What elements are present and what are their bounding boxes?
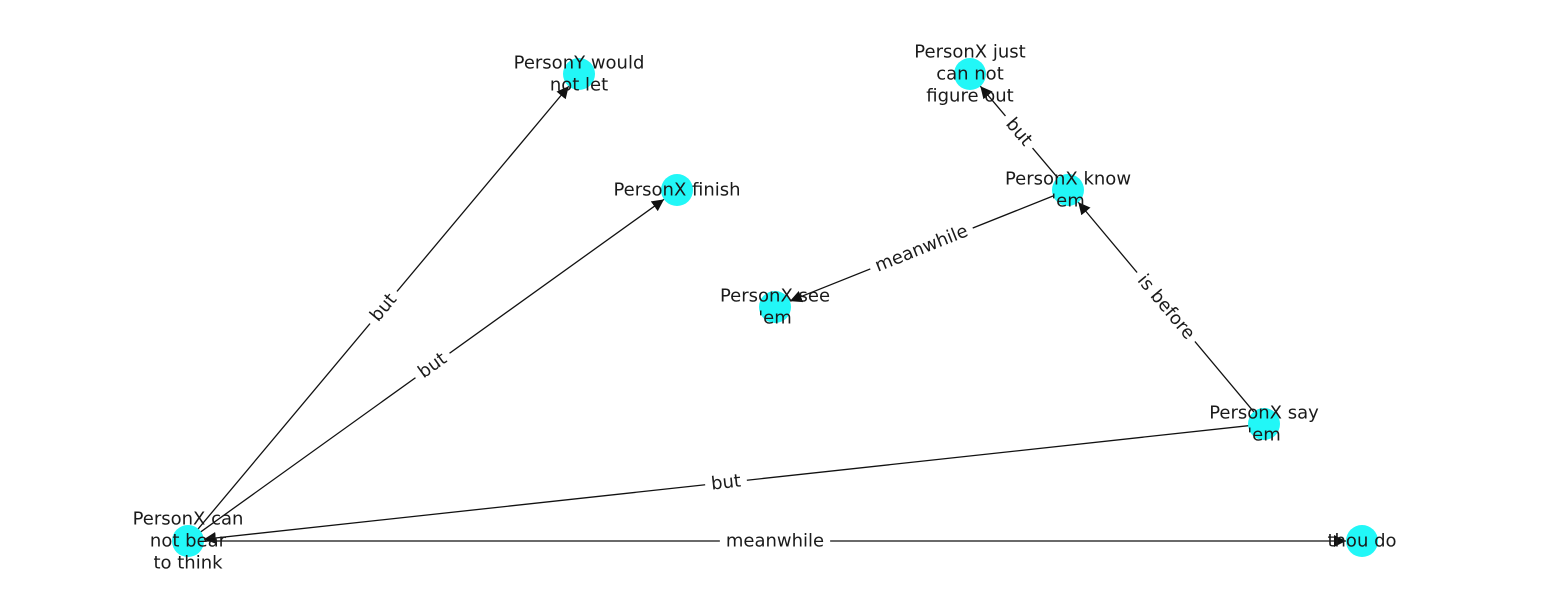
edge-label-group: meanwhile — [865, 216, 978, 281]
node-cannot_bear — [172, 525, 204, 557]
node-thou_do — [1346, 525, 1378, 557]
node-label-line: PersonX see — [720, 286, 830, 307]
edge-label-group: but — [360, 283, 407, 332]
edge-label: meanwhile — [872, 221, 971, 277]
node-label-line: 'em — [758, 308, 792, 329]
node-see_em — [759, 291, 791, 323]
nodes-layer — [172, 58, 1378, 557]
node-label-finish: PersonX finish — [613, 180, 740, 201]
node-label-line: 'em — [1051, 191, 1085, 212]
edge-label-background — [719, 528, 831, 554]
node-would_not_let — [563, 58, 595, 90]
edge-label-group: but — [995, 107, 1043, 157]
node-labels-layer: PersonX can not bear to think PersonY would… — [133, 42, 1397, 574]
node-label-line: PersonX finish — [613, 180, 740, 201]
node-label-cannot_bear: PersonX can not bear to think — [133, 509, 244, 574]
edge-label-group: is before — [1127, 264, 1205, 350]
node-label-line: figure out — [926, 86, 1013, 107]
node-label-line: to think — [153, 553, 223, 574]
node-label-line: PersonY would — [514, 53, 645, 74]
node-label-line: PersonX say — [1209, 403, 1319, 424]
node-label-line: 'em — [1247, 425, 1281, 446]
node-just_cannot — [954, 58, 986, 90]
node-label-line: not bear — [150, 531, 227, 552]
edge-label: but — [710, 470, 742, 494]
node-label-know_em: PersonX know'em — [1005, 169, 1131, 212]
edge-label-group: meanwhile — [719, 528, 831, 554]
edge-label: is before — [1133, 270, 1199, 343]
edge-label: meanwhile — [726, 531, 824, 552]
node-label-line: PersonX know — [1005, 169, 1131, 190]
edge-label-background — [360, 283, 407, 332]
node-label-line: thou do — [1327, 531, 1396, 552]
node-label-line: not let — [550, 75, 608, 96]
node-label-thou_do: thou do — [1327, 531, 1396, 552]
edge-label-background — [995, 107, 1043, 157]
node-label-would_not_let: PersonY would not let — [514, 53, 645, 96]
edge-label-group: but — [408, 343, 457, 388]
node-say_em — [1248, 408, 1280, 440]
edge-label-group: but — [703, 467, 749, 498]
node-finish — [661, 174, 693, 206]
edge-label-background — [865, 216, 978, 281]
node-label-line: PersonX can — [133, 509, 244, 530]
edge-label-background — [408, 343, 457, 388]
node-label-line: can not — [936, 64, 1004, 85]
edge-label-background — [703, 467, 749, 498]
edge-label-background — [1127, 264, 1205, 350]
node-label-line: PersonX just — [914, 42, 1025, 63]
node-label-just_cannot: PersonX just can not figure out — [914, 42, 1025, 107]
node-know_em — [1052, 174, 1084, 206]
node-label-see_em: PersonX see'em — [720, 286, 830, 329]
node-label-say_em: PersonX say'em — [1209, 403, 1319, 446]
